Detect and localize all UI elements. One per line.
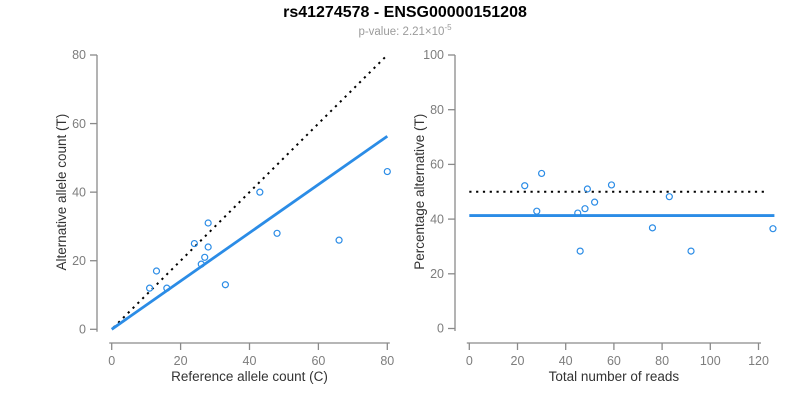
y-tick-label: 0 xyxy=(437,322,444,336)
data-point xyxy=(574,209,582,217)
y-tick-label: 20 xyxy=(430,267,444,281)
y-axis-title: Percentage alternative (T) xyxy=(412,114,427,270)
allele-counts-scatter: 0 20 40 60 80 0 20 40 60 80 Reference allele count… xyxy=(54,48,394,384)
x-tick-label: 0 xyxy=(466,354,473,368)
p-value-subtitle: p-value: 2.21×10-5 xyxy=(0,23,800,38)
y-tick-label: 40 xyxy=(72,185,86,199)
data-point xyxy=(204,243,212,251)
data-point xyxy=(583,185,591,193)
data-point xyxy=(521,182,529,190)
x-tick-label: 20 xyxy=(511,354,525,368)
data-point xyxy=(537,169,546,178)
y-tick-label: 0 xyxy=(79,323,86,337)
data-point xyxy=(204,219,212,227)
data-point xyxy=(383,167,391,176)
data-point xyxy=(648,224,657,232)
x-tick-label: 40 xyxy=(243,354,257,368)
data-point xyxy=(163,284,171,292)
y-tick-label: 20 xyxy=(72,254,86,268)
data-point xyxy=(190,239,198,248)
data-point xyxy=(581,205,589,213)
y-tick-label: 60 xyxy=(430,158,444,172)
percentage-vs-coverage-scatter: 0 20 40 60 80 100 0 20 40 60 80 100 120 Total number … xyxy=(412,48,777,384)
y-tick-label: 80 xyxy=(430,103,444,117)
data-point xyxy=(273,229,281,237)
x-tick-label: 0 xyxy=(108,354,115,368)
data-point xyxy=(256,188,264,196)
data-point xyxy=(665,193,673,201)
data-point xyxy=(687,247,695,255)
data-point xyxy=(152,267,161,275)
page-title: rs41274578 - ENSG00000151208 xyxy=(283,4,527,21)
x-axis-title: Total number of reads xyxy=(549,369,680,384)
p-value-text: p-value: 2.21×10 xyxy=(358,25,445,38)
data-point xyxy=(576,247,584,255)
data-point xyxy=(197,260,205,268)
data-point xyxy=(335,236,343,244)
y-axis-title: Alternative allele count (T) xyxy=(54,114,69,271)
regression-line xyxy=(110,135,389,331)
data-point xyxy=(145,284,154,292)
x-tick-label: 80 xyxy=(380,354,394,368)
data-point xyxy=(221,281,229,289)
data-point xyxy=(533,207,541,215)
x-tick-label: 100 xyxy=(700,354,721,368)
data-point xyxy=(769,225,777,233)
x-tick-label: 80 xyxy=(655,354,669,368)
p-value-exponent: -5 xyxy=(444,23,452,32)
x-tick-label: 60 xyxy=(311,354,325,368)
data-point xyxy=(201,253,209,261)
x-tick-label: 20 xyxy=(174,354,188,368)
x-tick-label: 120 xyxy=(748,354,769,368)
y-tick-label: 80 xyxy=(72,48,86,62)
y-tick-label: 40 xyxy=(430,212,444,226)
y-tick-label: 100 xyxy=(423,48,444,62)
data-point xyxy=(591,198,599,206)
identity-line xyxy=(112,56,387,329)
x-tick-label: 60 xyxy=(607,354,621,368)
data-point xyxy=(607,181,616,189)
x-axis-title: Reference allele count (C) xyxy=(171,369,328,384)
x-tick-label: 40 xyxy=(559,354,573,368)
y-tick-label: 60 xyxy=(72,117,86,131)
